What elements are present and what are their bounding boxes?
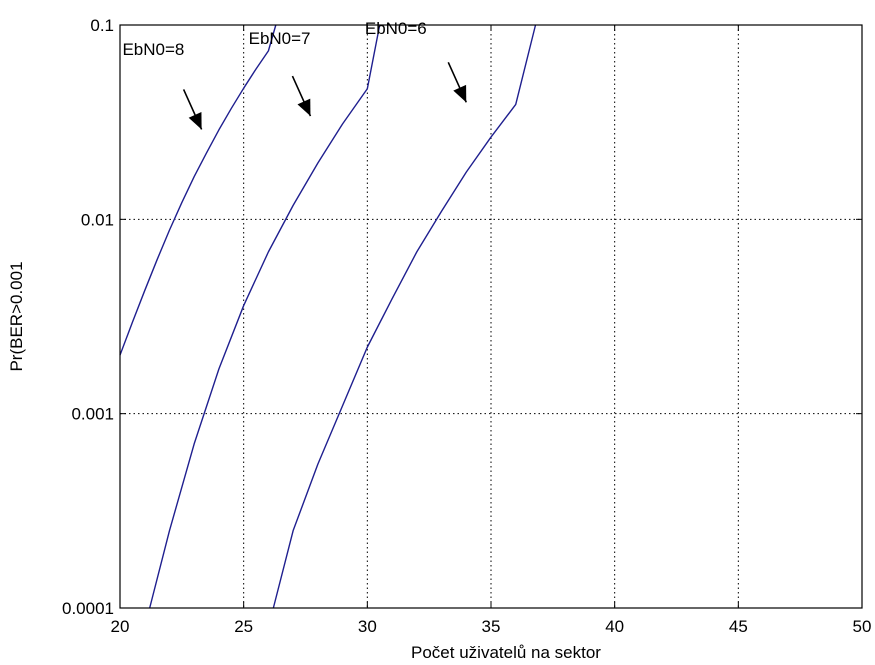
x-tick-label: 45 bbox=[729, 617, 748, 636]
x-tick-label: 40 bbox=[605, 617, 624, 636]
series-line-3 bbox=[272, 24, 537, 609]
x-tick-label: 50 bbox=[853, 617, 872, 636]
grid-layer bbox=[120, 25, 862, 608]
x-tick-label: 35 bbox=[482, 617, 501, 636]
x-axis-label: Počet uživatelů na sektor bbox=[411, 643, 601, 662]
annotation-layer: EbN0=8 EbN0=7 EbN0=6 bbox=[122, 19, 467, 130]
tick-layer: 20 25 30 35 40 45 50 0.0001 0.001 0.01 0.1 bbox=[62, 16, 871, 636]
y-tick-label: 0.001 bbox=[71, 405, 114, 424]
y-tick-label: 0.1 bbox=[90, 16, 114, 35]
annotation-arrow-head bbox=[297, 98, 311, 117]
annotation-arrow-head bbox=[188, 112, 202, 130]
y-axis-label: Pr(BER>0.001 bbox=[7, 261, 26, 371]
series-layer bbox=[119, 24, 537, 609]
x-tick-label: 20 bbox=[111, 617, 130, 636]
series-line-2 bbox=[149, 24, 381, 609]
annotation-label-1: EbN0=8 bbox=[122, 40, 184, 59]
annotation-label-2: EbN0=7 bbox=[249, 29, 311, 48]
x-tick-label: 30 bbox=[358, 617, 377, 636]
series-line-1 bbox=[119, 24, 277, 356]
annotation-arrow-head bbox=[453, 84, 467, 103]
x-tick-label: 25 bbox=[234, 617, 253, 636]
annotation-label-3: EbN0=6 bbox=[365, 19, 427, 38]
y-tick-label: 0.01 bbox=[81, 210, 114, 229]
y-tick-label: 0.0001 bbox=[62, 599, 114, 618]
